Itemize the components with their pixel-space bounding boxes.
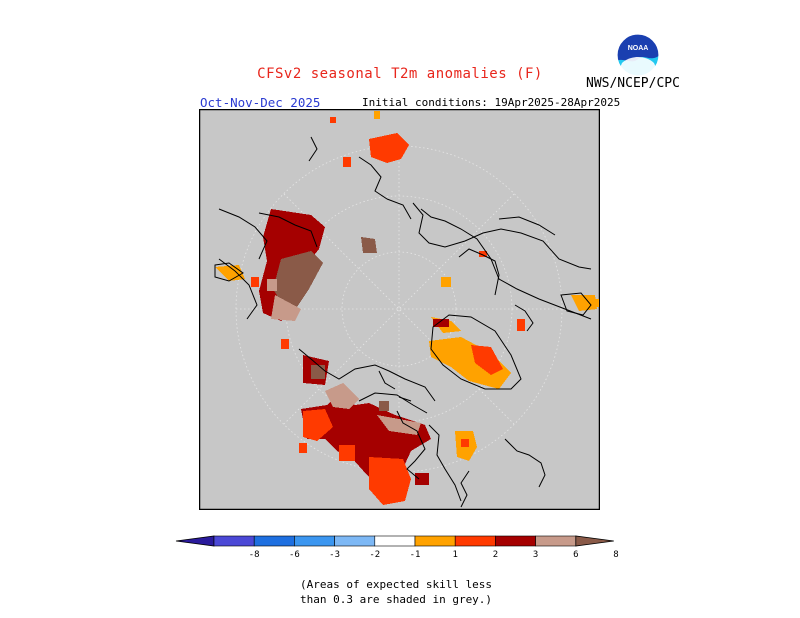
- legend-tick-label: 3: [533, 550, 538, 560]
- legend-swatch: [414, 535, 456, 547]
- usa-warm-2-3: [369, 457, 411, 505]
- chart-title: CFSv2 seasonal T2m anomalies (F): [257, 66, 543, 82]
- anomaly-regions: [215, 111, 599, 505]
- legend-swatch: [294, 535, 335, 547]
- legend-swatches: [175, 535, 614, 547]
- legend-swatch: [213, 535, 255, 547]
- legend-tick-label: 2: [493, 550, 498, 560]
- legend-tick-label: -8: [249, 550, 260, 560]
- legend-tick-labels: -8 -6 -3 -2 -1 1 2 3 6 8: [249, 550, 619, 560]
- coastlines: [214, 136, 592, 508]
- skill-note: (Areas of expected skill less than 0.3 a…: [300, 577, 580, 607]
- legend-tick-label: 1: [452, 550, 457, 560]
- skill-note-line1: (Areas of expected skill less: [300, 578, 493, 591]
- initial-conditions: Initial conditions: 19Apr2025-28Apr2025: [362, 96, 621, 109]
- forecast-period: Oct-Nov-Dec 2025: [200, 95, 321, 110]
- legend-tick-label: -6: [289, 550, 300, 560]
- skill-note-line2: than 0.3 are shaded in grey.): [300, 593, 493, 606]
- color-legend: -8 -6 -3 -2 -1 1 2 3 6 8: [175, 535, 619, 560]
- legend-swatch: [334, 535, 376, 547]
- logo-text: NOAA: [628, 45, 649, 52]
- anomaly-map: [199, 109, 600, 510]
- legend-swatch: [535, 535, 577, 547]
- legend-tick-label: -3: [329, 550, 340, 560]
- legend-swatch: [253, 535, 295, 547]
- europe-warm-2-3: [369, 133, 409, 163]
- agency-label: NWS/NCEP/CPC: [586, 76, 680, 91]
- legend-tick-label: 6: [573, 550, 578, 560]
- legend-swatch: [495, 535, 536, 547]
- logo-top: [617, 34, 659, 62]
- scandinavia-warm-1-2: [429, 337, 511, 389]
- legend-tick-label: -1: [410, 550, 421, 560]
- legend-swatch: [454, 535, 496, 547]
- noaa-logo: NOAA: [616, 33, 660, 77]
- legend-swatch-lowest: [175, 535, 215, 547]
- legend-swatch: [374, 535, 416, 547]
- legend-tick-label: -2: [369, 550, 380, 560]
- legend-tick-label: 8: [613, 550, 618, 560]
- east-asia-warm-gt8: [273, 251, 323, 307]
- legend-swatch-highest: [575, 535, 614, 547]
